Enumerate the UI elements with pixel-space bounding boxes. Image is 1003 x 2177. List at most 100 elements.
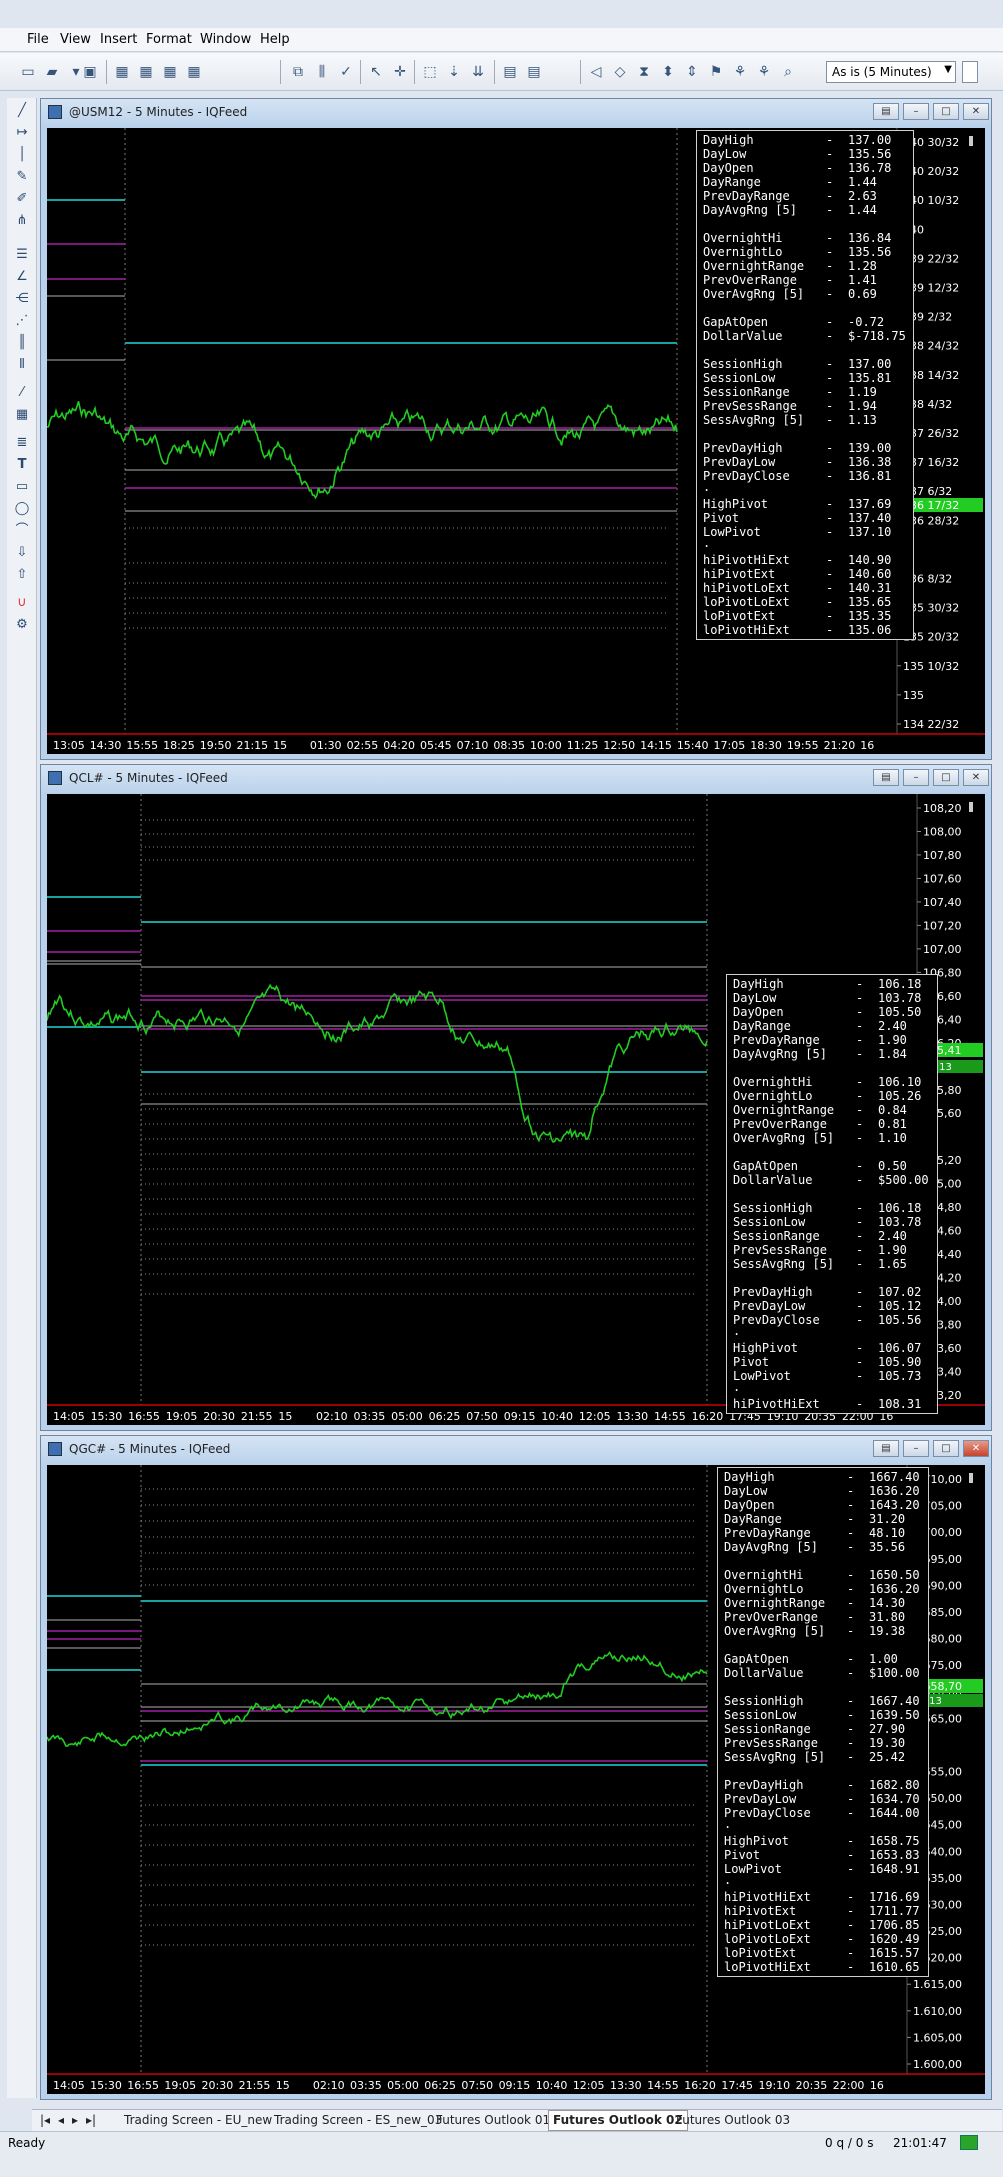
price-chart-usm12[interactable]: 13:05 14:30 15:55 18:25 19:50 21:15 15 01:30 02:… — [47, 128, 985, 754]
first-sheet-icon[interactable]: |◂ — [40, 2113, 51, 2127]
maximize-button[interactable]: □ — [933, 103, 959, 120]
cursor-icon[interactable]: ↖ — [370, 64, 382, 80]
new-icon[interactable]: ▭ — [21, 64, 35, 80]
new-chart-4-icon[interactable]: ▦ — [187, 64, 201, 80]
menu-help[interactable]: Help — [260, 32, 290, 47]
rectangle-icon[interactable]: ▭ — [15, 479, 29, 494]
save-icon[interactable]: ▣ — [83, 64, 97, 80]
open-folder-icon[interactable]: ▰ — [46, 64, 58, 80]
time-axis-tick: 12:50 — [603, 739, 635, 752]
menu-view[interactable]: View — [60, 32, 91, 47]
zoom-area-icon[interactable]: ⬚ — [423, 64, 437, 80]
dropdown-arrow-icon[interactable]: ▾ — [72, 64, 80, 80]
stats-label: PrevOverRange — [703, 273, 797, 287]
window-icon[interactable]: ▤ — [503, 64, 517, 80]
grid-icon[interactable]: ▦ — [15, 407, 29, 422]
arrows-icon[interactable]: ⇕ — [686, 64, 698, 80]
tab-trading-screen-es[interactable]: Trading Screen - ES_new_03 — [274, 2113, 443, 2127]
time-axis-tick: 05:45 — [420, 739, 452, 752]
scroll-both-icon[interactable]: ◇ — [614, 64, 626, 80]
menu-format[interactable]: Format — [146, 32, 192, 47]
fib-time-icon[interactable]: ⫴ — [19, 357, 25, 372]
angle-icon[interactable]: ∠ — [16, 269, 28, 284]
price-axis-tick: 135 — [903, 689, 924, 702]
window-2-icon[interactable]: ▤ — [527, 64, 541, 80]
bar-type-icon[interactable]: ⧉ — [293, 64, 303, 80]
minimize-button[interactable]: – — [903, 769, 929, 786]
check-icon[interactable]: ✓ — [340, 64, 352, 80]
arrow-up-icon[interactable]: ⇧ — [16, 567, 28, 582]
stats-dash: - — [826, 315, 834, 329]
chart-plot-area[interactable]: 14:05 15:30 16:55 19:05 20:30 21:55 15 02:10 03:… — [47, 1465, 985, 2094]
maximize-button[interactable]: □ — [933, 1440, 959, 1457]
stats-row: loPivotHiExt -1610.65 — [724, 1960, 922, 1974]
window-titlebar[interactable]: @USM12 - 5 Minutes - IQFeed ▤ – □ ✕ — [41, 99, 991, 126]
insert-down-icon[interactable]: ⇣ — [448, 64, 460, 80]
window-titlebar[interactable]: QCL# - 5 Minutes - IQFeed ▤ – □ ✕ — [41, 765, 991, 792]
menu-file[interactable]: File — [27, 32, 49, 47]
tool-settings-icon[interactable]: ⚙ — [16, 617, 28, 632]
horizontal-lines-icon[interactable]: ☰ — [16, 247, 28, 262]
chart-plot-area[interactable]: 13:05 14:30 15:55 18:25 19:50 21:15 15 01:30 02:… — [47, 128, 985, 754]
menu-insert[interactable]: Insert — [100, 32, 138, 47]
prev-sheet-icon[interactable]: ◂ — [58, 2113, 65, 2127]
magnify-icon[interactable]: ⌕ — [784, 64, 792, 80]
list-icon[interactable]: ≣ — [16, 435, 28, 450]
close-button[interactable]: ✕ — [963, 1440, 989, 1457]
insert-list-icon[interactable]: ⇊ — [472, 64, 484, 80]
tab-futures-outlook-02[interactable]: Futures Outlook 02 — [548, 2110, 688, 2131]
maximize-button[interactable]: □ — [933, 769, 959, 786]
stats-label: HighPivot — [733, 1341, 799, 1355]
window-options-button[interactable]: ▤ — [873, 769, 899, 786]
arrow-down-icon[interactable]: ⇩ — [16, 545, 28, 560]
tab-futures-outlook-01[interactable]: Futures Outlook 01 — [436, 2113, 551, 2127]
crosshair-icon[interactable]: ✛ — [394, 64, 406, 80]
last-sheet-icon[interactable]: ▸| — [86, 2113, 97, 2127]
scroll-left-icon[interactable]: ◁ — [590, 64, 602, 80]
fan-icon[interactable]: ⋲ — [15, 291, 29, 306]
ray-icon[interactable]: ↦ — [16, 125, 28, 140]
text-icon[interactable]: T — [17, 457, 27, 472]
menu-window[interactable]: Window — [200, 32, 252, 47]
alert-icon[interactable]: ⚑ — [709, 64, 723, 80]
next-sheet-icon[interactable]: ▸ — [72, 2113, 79, 2127]
time-axis-tick: 20:35 — [796, 2079, 828, 2092]
period-select[interactable]: As is (5 Minutes) ▼ — [826, 61, 956, 83]
chevron-down-icon[interactable]: ▼ — [944, 64, 952, 75]
close-button[interactable]: ✕ — [963, 769, 989, 786]
tree-icon[interactable]: ⚘ — [733, 64, 747, 80]
new-chart-3-icon[interactable]: ▦ — [163, 64, 177, 80]
gann-icon[interactable]: ⋰ — [15, 313, 29, 328]
ellipse-icon[interactable]: ◯ — [14, 501, 30, 516]
pencil-icon[interactable]: ✎ — [16, 169, 28, 184]
stats-label: loPivotHiExt — [703, 623, 790, 637]
line-icon[interactable]: ╱ — [18, 103, 26, 118]
toolbar-extra-box[interactable] — [962, 61, 978, 83]
candle-icon[interactable]: ⫼ — [318, 64, 326, 80]
vertical-line-icon[interactable]: │ — [18, 147, 26, 162]
minimize-button[interactable]: – — [903, 103, 929, 120]
arc-icon[interactable]: ⌒ — [15, 523, 29, 538]
tab-trading-screen-eu[interactable]: Trading Screen - EU_new — [124, 2113, 273, 2127]
scale-icon[interactable]: ⬍ — [662, 64, 674, 80]
new-chart-icon[interactable]: ▦ — [115, 64, 129, 80]
window-titlebar[interactable]: QGC# - 5 Minutes - IQFeed ▤ – □ ✕ — [41, 1436, 991, 1463]
minimize-button[interactable]: – — [903, 1440, 929, 1457]
stats-label: OverAvgRng [5] — [724, 1624, 826, 1638]
magnet-icon[interactable]: ∪ — [17, 595, 27, 610]
pen-icon[interactable]: ✐ — [16, 191, 28, 206]
tab-futures-outlook-03[interactable]: Futures Outlook 03 — [676, 2113, 791, 2127]
brush-icon[interactable]: ⁄ — [20, 385, 24, 400]
window-options-button[interactable]: ▤ — [873, 103, 899, 120]
stats-value: 1.65 — [878, 1257, 907, 1271]
stats-separator: . — [733, 1324, 741, 1338]
tree-2-icon[interactable]: ⚘ — [757, 64, 771, 80]
fork-icon[interactable]: ⋔ — [16, 213, 28, 228]
chart-plot-area[interactable]: 14:05 15:30 16:55 19:05 20:30 21:55 15 02:10 03:… — [47, 794, 985, 1425]
stats-row: PrevSessRange -1.94 — [703, 399, 907, 413]
cycles-icon[interactable]: ║ — [18, 335, 26, 350]
window-options-button[interactable]: ▤ — [873, 1440, 899, 1457]
close-button[interactable]: ✕ — [963, 103, 989, 120]
hourglass-icon[interactable]: ⧗ — [639, 64, 649, 80]
new-chart-2-icon[interactable]: ▦ — [139, 64, 153, 80]
